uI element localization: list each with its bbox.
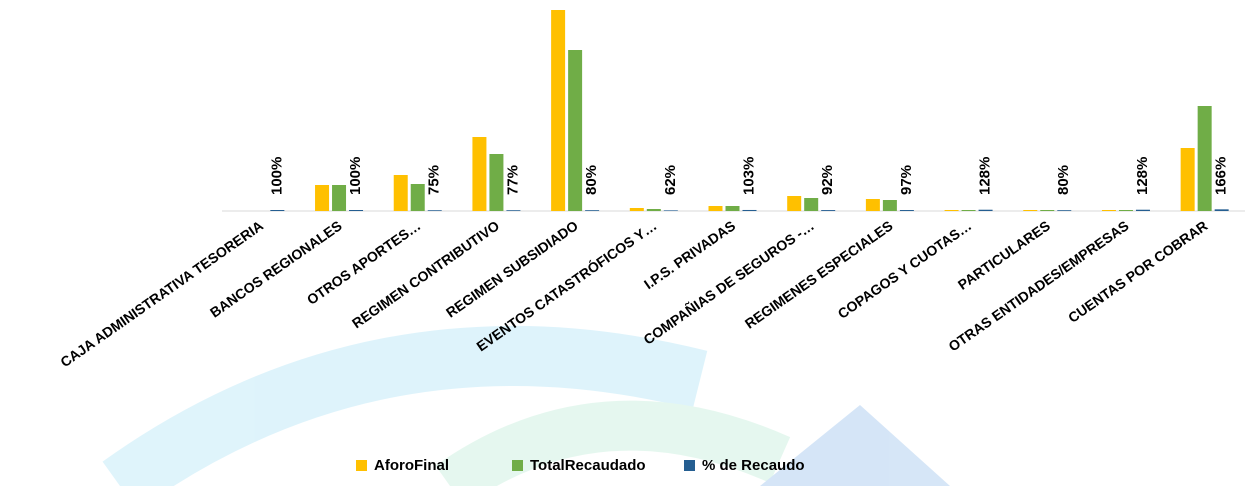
bar	[349, 210, 363, 211]
bar	[962, 210, 976, 211]
bar	[1102, 210, 1116, 211]
data-label: 92%	[819, 165, 836, 195]
data-label: 80%	[1055, 165, 1072, 195]
bar	[551, 10, 565, 211]
bar	[743, 210, 757, 211]
bar	[883, 200, 897, 211]
legend-label: AforoFinal	[374, 457, 449, 474]
x-tick-label: REGIMENES ESPECIALES	[742, 217, 896, 331]
bar	[945, 210, 959, 211]
bar	[1215, 209, 1229, 211]
bar	[315, 185, 329, 211]
bar	[866, 199, 880, 211]
data-label: 77%	[504, 165, 521, 195]
bar	[585, 210, 599, 211]
bar	[900, 210, 914, 211]
bar	[506, 210, 520, 211]
data-label: 97%	[898, 165, 915, 195]
chart: CAJA ADMINISTRATIVA TESORERIA100%BANCOS …	[0, 0, 1245, 486]
data-label: 75%	[426, 165, 443, 195]
bar	[647, 209, 661, 211]
bar	[1198, 106, 1212, 211]
bar	[270, 210, 284, 211]
legend-swatch	[684, 460, 695, 471]
legend-swatch	[512, 460, 523, 471]
x-tick-label: REGIMEN CONTRIBUTIVO	[349, 217, 502, 331]
watermark-arc	[450, 426, 780, 486]
bar	[428, 210, 442, 211]
bar	[787, 196, 801, 211]
data-label: 166%	[1213, 157, 1230, 195]
bar	[1119, 210, 1133, 211]
data-label: 62%	[662, 165, 679, 195]
data-label: 100%	[268, 157, 285, 195]
bar	[1040, 210, 1054, 211]
legend-label: TotalRecaudado	[530, 457, 646, 474]
x-tick-label: CUENTAS POR COBRAR	[1065, 217, 1210, 325]
bar	[411, 184, 425, 211]
bar	[804, 198, 818, 211]
bar	[394, 175, 408, 211]
x-tick-label: BANCOS REGIONALES	[207, 217, 345, 320]
x-tick-label: REGIMEN SUBSIDIADO	[443, 217, 581, 320]
data-label: 103%	[740, 157, 757, 195]
bar	[664, 210, 678, 211]
bar	[726, 206, 740, 211]
bar	[332, 185, 346, 211]
bar	[568, 50, 582, 211]
legend-label: % de Recaudo	[702, 457, 805, 474]
bar	[1181, 148, 1195, 211]
bar	[821, 210, 835, 211]
bar	[489, 154, 503, 211]
bar	[979, 210, 993, 211]
data-label: 128%	[977, 157, 994, 195]
data-label: 100%	[347, 157, 364, 195]
bar	[630, 208, 644, 211]
bar	[1057, 210, 1071, 211]
data-label: 128%	[1134, 157, 1151, 195]
bar	[472, 137, 486, 211]
legend-swatch	[356, 460, 367, 471]
x-tick-label: COPAGOS Y CUOTAS…	[835, 217, 975, 321]
bar	[709, 206, 723, 211]
data-label: 80%	[583, 165, 600, 195]
bar	[1136, 210, 1150, 211]
bar	[1023, 210, 1037, 211]
